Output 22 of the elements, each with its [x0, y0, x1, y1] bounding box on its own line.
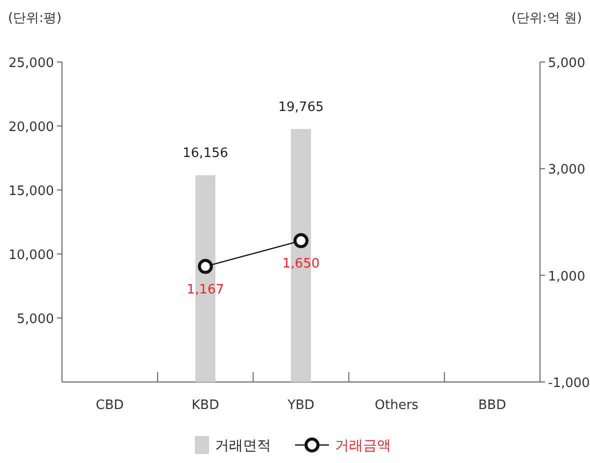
y2-tick-label: 1,000	[548, 269, 586, 284]
x-tick-label: BBD	[478, 398, 506, 413]
y-tick-label: 25,000	[8, 56, 54, 71]
x-tick-label: YBD	[286, 398, 314, 413]
y2-tick-label: 3,000	[548, 162, 586, 178]
y2-tick-label: 5,000	[548, 56, 586, 71]
data-label: 1,167	[186, 282, 224, 298]
y-tick-label: 15,000	[8, 184, 54, 199]
y2-tick-label: -1,000	[548, 376, 590, 391]
x-tick-label: Others	[374, 398, 419, 413]
y-tick-label: 10,000	[8, 248, 54, 263]
y-tick-label: 5,000	[16, 312, 54, 327]
x-tick-label: CBD	[96, 398, 124, 413]
y-axis-title: (단위:평)	[8, 11, 62, 26]
y2-axis-title: (단위:억 원)	[511, 11, 582, 26]
x-tick-label: KBD	[192, 398, 220, 413]
y-tick-label: 20,000	[8, 120, 54, 135]
data-label: 1,650	[282, 256, 320, 272]
legend-label: 거래면적	[215, 438, 271, 454]
data-label: 19,765	[278, 100, 324, 116]
legend-label: 거래금액	[335, 438, 391, 454]
data-label: 16,156	[182, 146, 228, 162]
